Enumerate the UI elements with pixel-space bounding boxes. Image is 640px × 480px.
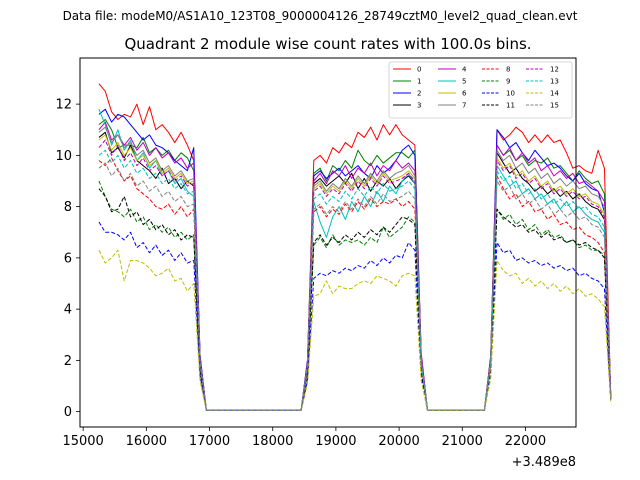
x-tick-label: 17000 bbox=[189, 434, 230, 449]
y-tick-label: 4 bbox=[64, 303, 72, 318]
legend-label-15: 15 bbox=[550, 102, 559, 110]
plot-frame bbox=[80, 58, 576, 427]
legend-frame bbox=[388, 61, 573, 119]
legend-label-8: 8 bbox=[506, 66, 510, 74]
suptitle: Data file: modeM0/AS1A10_123T08_90000041… bbox=[63, 9, 578, 23]
x-offset-label: +3.489e8 bbox=[512, 455, 576, 470]
legend-label-13: 13 bbox=[550, 78, 559, 86]
y-tick-label: 10 bbox=[55, 149, 72, 164]
y-axis: 0 2 4 6 8 10 12 bbox=[55, 98, 80, 420]
x-tick-label: 20000 bbox=[378, 434, 419, 449]
series-line-7 bbox=[98, 126, 612, 411]
plot-border bbox=[79, 57, 577, 428]
legend-label-1: 1 bbox=[417, 78, 421, 86]
series-line-12 bbox=[98, 139, 612, 411]
series-line-10 bbox=[98, 221, 612, 411]
legend-label-5: 5 bbox=[462, 78, 466, 86]
series-layer bbox=[98, 83, 612, 411]
x-axis: 15000 16000 17000 18000 19000 20000 21000 22000 bbox=[62, 427, 546, 449]
series-line-13 bbox=[98, 149, 612, 411]
plot-area: 15000 16000 17000 18000 19000 20000 21000 22000… bbox=[55, 57, 612, 470]
series-line-2 bbox=[98, 108, 612, 411]
x-tick-label: 18000 bbox=[252, 434, 293, 449]
y-tick-label: 6 bbox=[64, 251, 72, 266]
y-tick-label: 0 bbox=[64, 405, 72, 420]
series-line-9 bbox=[98, 180, 612, 411]
series-line-6 bbox=[98, 134, 612, 411]
series-line-15 bbox=[98, 162, 612, 411]
legend-label-3: 3 bbox=[417, 102, 421, 110]
series-line-4 bbox=[98, 121, 612, 411]
x-tick-label: 15000 bbox=[62, 434, 103, 449]
legend-label-7: 7 bbox=[462, 102, 466, 110]
series-line-1 bbox=[98, 119, 612, 411]
series-line-5 bbox=[98, 109, 612, 411]
x-tick-label: 22000 bbox=[505, 434, 546, 449]
legend-label-9: 9 bbox=[506, 78, 510, 86]
legend-label-6: 6 bbox=[462, 90, 467, 98]
legend-label-10: 10 bbox=[506, 90, 515, 98]
y-tick-label: 12 bbox=[55, 98, 72, 113]
y-tick-label: 8 bbox=[64, 200, 72, 215]
legend-label-0: 0 bbox=[417, 66, 421, 74]
series-line-14 bbox=[98, 249, 612, 411]
series-line-0 bbox=[98, 83, 612, 411]
chart-title: Quadrant 2 module wise count rates with … bbox=[124, 35, 531, 53]
legend-label-14: 14 bbox=[550, 90, 559, 98]
legend-label-4: 4 bbox=[462, 66, 467, 74]
series-line-11 bbox=[98, 188, 612, 411]
x-tick-label: 19000 bbox=[315, 434, 356, 449]
legend-label-12: 12 bbox=[550, 66, 559, 74]
y-tick-label: 2 bbox=[64, 354, 72, 369]
legend-label-2: 2 bbox=[417, 90, 421, 98]
legend-label-11: 11 bbox=[506, 102, 515, 110]
x-tick-label: 21000 bbox=[442, 434, 483, 449]
x-tick-label: 16000 bbox=[126, 434, 167, 449]
